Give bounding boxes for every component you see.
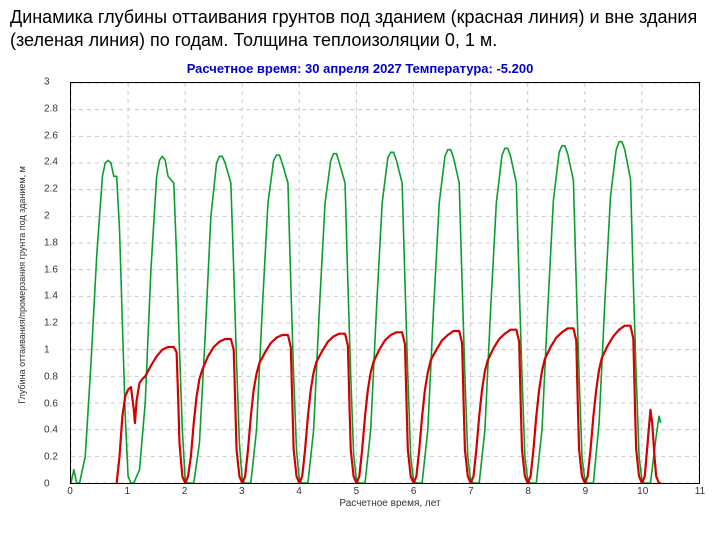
y-tick-label: 2 xyxy=(44,211,50,222)
y-tick-label: 1 xyxy=(44,345,50,356)
y-tick-label: 1.2 xyxy=(44,318,58,329)
y-tick-label: 2.2 xyxy=(44,184,58,195)
y-tick-label: 1.8 xyxy=(44,237,58,248)
y-tick-label: 2.8 xyxy=(44,103,58,114)
x-tick-label: 8 xyxy=(525,486,531,497)
chart-svg xyxy=(71,83,699,483)
x-tick-label: 7 xyxy=(468,486,474,497)
series-red xyxy=(117,326,661,483)
x-tick-label: 6 xyxy=(411,486,417,497)
y-tick-label: 1.6 xyxy=(44,264,58,275)
chart-container: Расчетное время: 30 апреля 2027 Температ… xyxy=(10,55,710,515)
x-axis-label: Расчетное время, лет xyxy=(70,498,710,509)
y-tick-label: 1.4 xyxy=(44,291,58,302)
y-tick-label: 0.2 xyxy=(44,452,58,463)
x-tick-label: 2 xyxy=(182,486,188,497)
y-tick-label: 0.4 xyxy=(44,425,58,436)
y-tick-label: 3 xyxy=(44,77,50,88)
x-tick-label: 9 xyxy=(583,486,589,497)
y-tick-label: 0.8 xyxy=(44,371,58,382)
y-axis-label: Глубина оттаивания/промерзания грунта по… xyxy=(17,85,27,485)
x-tick-label: 5 xyxy=(354,486,360,497)
chart-title: Расчетное время: 30 апреля 2027 Температ… xyxy=(10,55,710,78)
x-tick-label: 3 xyxy=(239,486,245,497)
x-tick-label: 10 xyxy=(637,486,648,497)
series-green xyxy=(71,142,661,483)
y-tick-label: 2.4 xyxy=(44,157,58,168)
x-tick-label: 4 xyxy=(296,486,302,497)
y-tick-label: 0.6 xyxy=(44,398,58,409)
x-tick-label: 1 xyxy=(124,486,130,497)
plot-area xyxy=(70,82,700,484)
y-tick-label: 2.6 xyxy=(44,130,58,141)
x-tick-label: 11 xyxy=(695,486,705,497)
x-tick-label: 0 xyxy=(67,486,73,497)
page-title: Динамика глубины оттаивания грунтов под … xyxy=(0,0,720,55)
y-tick-label: 0 xyxy=(44,479,50,490)
